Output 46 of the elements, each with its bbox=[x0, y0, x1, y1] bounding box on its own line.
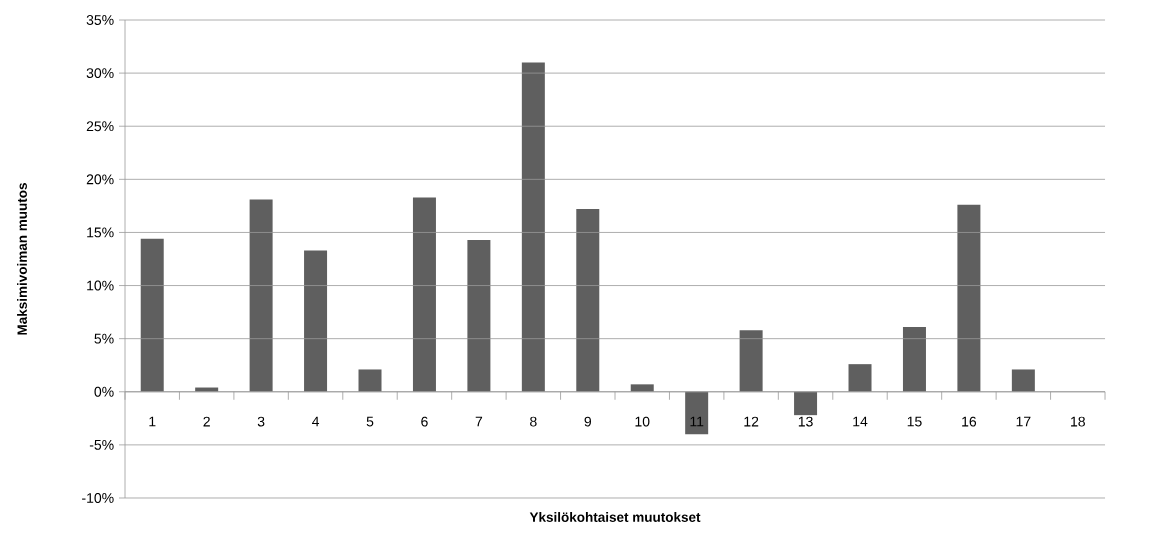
bar bbox=[1011, 369, 1035, 392]
x-tick-label: 14 bbox=[853, 416, 868, 427]
y-tick-label: 0% bbox=[94, 386, 114, 397]
x-tick-label: 1 bbox=[149, 416, 156, 427]
bar bbox=[739, 330, 763, 392]
bar bbox=[902, 326, 926, 392]
x-tick-label: 3 bbox=[257, 416, 265, 427]
x-tick-label: 18 bbox=[1071, 416, 1085, 427]
bar bbox=[630, 384, 654, 392]
bar bbox=[358, 369, 382, 392]
y-tick-label: -10% bbox=[82, 493, 114, 503]
bar bbox=[304, 250, 328, 392]
bar bbox=[412, 197, 436, 392]
y-tick-label: 10% bbox=[87, 280, 114, 291]
bar bbox=[957, 204, 981, 392]
x-tick-label: 13 bbox=[798, 416, 813, 427]
y-tick-label: -5% bbox=[89, 439, 114, 450]
x-tick-label: 17 bbox=[1016, 416, 1031, 427]
bar bbox=[249, 199, 273, 392]
x-tick-label: 12 bbox=[744, 416, 759, 427]
bar bbox=[576, 209, 600, 392]
y-tick-label: 35% bbox=[86, 15, 114, 25]
y-tick-label: 30% bbox=[86, 68, 114, 79]
bar bbox=[794, 391, 818, 416]
x-tick-label: 15 bbox=[907, 416, 922, 427]
bar bbox=[467, 239, 491, 392]
x-tick-label: 7 bbox=[475, 416, 483, 427]
x-tick-label: 5 bbox=[366, 416, 374, 427]
y-axis-title: Maksimivoiman muutos bbox=[17, 183, 27, 335]
x-tick-label: 4 bbox=[311, 416, 320, 427]
bar bbox=[685, 391, 709, 435]
bar bbox=[521, 62, 545, 392]
bar bbox=[140, 238, 164, 392]
x-tick-label: 6 bbox=[421, 416, 428, 427]
x-tick-label: 10 bbox=[635, 416, 650, 427]
bar bbox=[848, 364, 872, 392]
y-tick-label: 25% bbox=[86, 121, 114, 132]
x-axis-title: Yksilökohtaiset muutokset bbox=[529, 512, 701, 522]
x-tick-label: 2 bbox=[203, 416, 210, 427]
x-tick-label: 16 bbox=[962, 416, 977, 427]
y-tick-label: 15% bbox=[87, 227, 114, 238]
y-tick-label: 20% bbox=[86, 174, 114, 185]
x-tick-label: 9 bbox=[584, 416, 592, 427]
x-tick-label: 8 bbox=[530, 416, 537, 427]
y-tick-label: 5% bbox=[94, 333, 114, 344]
x-tick-label: 11 bbox=[690, 416, 704, 427]
